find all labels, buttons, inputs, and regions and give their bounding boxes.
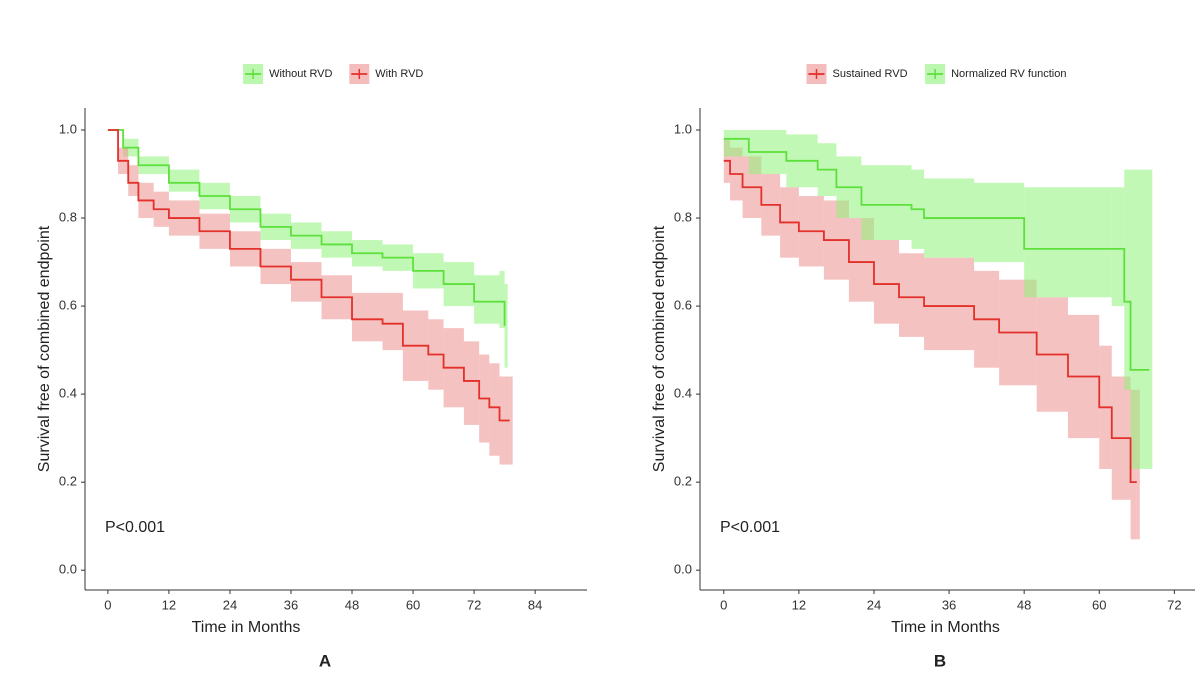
annotation: P<0.001 bbox=[105, 519, 165, 536]
confidence-band bbox=[1024, 187, 1112, 298]
panel-label: B bbox=[934, 651, 946, 670]
y-tick-label: 0.2 bbox=[674, 474, 692, 489]
x-tick-label: 60 bbox=[1092, 597, 1106, 612]
y-tick-label: 0.0 bbox=[59, 562, 77, 577]
confidence-band bbox=[1149, 169, 1153, 469]
legend-label: Without RVD bbox=[269, 68, 332, 80]
confidence-band bbox=[382, 292, 403, 351]
x-tick-label: 24 bbox=[223, 597, 237, 612]
y-tick-label: 0.6 bbox=[674, 298, 692, 313]
confidence-band bbox=[723, 130, 749, 157]
y-axis-title: Survival free of combined endpoint bbox=[651, 225, 668, 472]
confidence-band bbox=[1124, 169, 1131, 390]
x-tick-label: 48 bbox=[345, 597, 359, 612]
confidence-band bbox=[861, 165, 912, 241]
confidence-band bbox=[352, 292, 383, 342]
y-tick-label: 0.8 bbox=[59, 209, 77, 224]
confidence-band bbox=[1111, 187, 1125, 307]
legend-label: Sustained RVD bbox=[833, 68, 908, 80]
survival-line bbox=[723, 159, 1137, 484]
annotation: P<0.001 bbox=[720, 519, 780, 536]
confidence-band bbox=[924, 257, 975, 351]
y-tick-label: 1.0 bbox=[674, 121, 692, 136]
x-tick-label: 0 bbox=[104, 597, 111, 612]
y-axis-title: Survival free of combined endpoint bbox=[36, 225, 53, 472]
legend-label: With RVD bbox=[375, 68, 423, 80]
confidence-band bbox=[290, 262, 322, 302]
x-axis-title: Time in Months bbox=[192, 619, 301, 636]
x-tick-label: 0 bbox=[720, 597, 727, 612]
panel-label: A bbox=[319, 651, 331, 670]
y-tick-label: 0.6 bbox=[59, 298, 77, 313]
survival-line bbox=[723, 137, 1150, 371]
x-tick-label: 36 bbox=[284, 597, 298, 612]
legend-label: Normalized RV function bbox=[951, 68, 1066, 80]
x-tick-label: 84 bbox=[528, 597, 542, 612]
survival-line bbox=[107, 129, 510, 422]
confidence-band bbox=[128, 165, 139, 197]
confidence-band bbox=[499, 270, 505, 329]
x-tick-label: 12 bbox=[162, 597, 176, 612]
x-tick-label: 12 bbox=[792, 597, 806, 612]
x-tick-label: 72 bbox=[467, 597, 481, 612]
confidence-band bbox=[1130, 169, 1150, 469]
confidence-band bbox=[509, 376, 513, 465]
confidence-band bbox=[463, 341, 480, 425]
confidence-band bbox=[489, 363, 500, 456]
x-axis-title: Time in Months bbox=[891, 619, 1000, 636]
confidence-band bbox=[873, 240, 900, 324]
x-tick-label: 36 bbox=[942, 597, 956, 612]
y-tick-label: 0.4 bbox=[59, 386, 77, 401]
x-tick-label: 24 bbox=[867, 597, 881, 612]
y-tick-label: 0.0 bbox=[674, 562, 692, 577]
confidence-band bbox=[504, 284, 508, 368]
x-tick-label: 72 bbox=[1167, 597, 1181, 612]
confidence-band bbox=[168, 169, 200, 192]
y-tick-label: 1.0 bbox=[59, 121, 77, 136]
x-tick-label: 48 bbox=[1017, 597, 1031, 612]
y-tick-label: 0.8 bbox=[674, 209, 692, 224]
y-tick-label: 0.4 bbox=[674, 386, 692, 401]
x-tick-label: 60 bbox=[406, 597, 420, 612]
confidence-band bbox=[974, 182, 1025, 263]
survival-line bbox=[107, 129, 506, 326]
y-tick-label: 0.2 bbox=[59, 474, 77, 489]
confidence-band bbox=[474, 275, 500, 324]
confidence-band bbox=[899, 253, 925, 337]
